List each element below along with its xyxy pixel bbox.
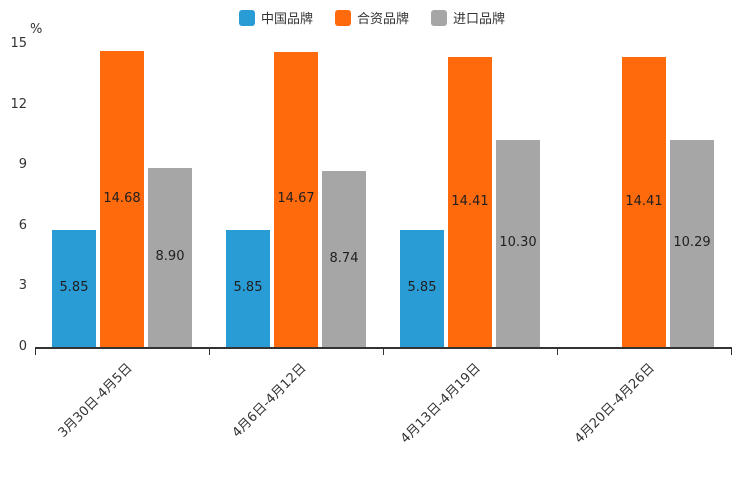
legend-item-series-1[interactable]: 合资品牌 <box>334 8 409 27</box>
legend-label: 中国品牌 <box>260 12 313 27</box>
y-axis-tick-label: 9 <box>18 157 27 172</box>
bar-value-label: 8.90 <box>155 249 185 264</box>
x-axis-tick <box>383 348 384 355</box>
bar-value-label: 14.41 <box>625 194 663 209</box>
bar-value-label: 5.85 <box>407 280 437 295</box>
legend-swatch <box>238 9 255 26</box>
x-axis-tick <box>557 348 558 355</box>
x-axis-tick <box>35 348 36 355</box>
bar-series-0-group-2 <box>400 230 444 348</box>
y-axis-tick-label: 3 <box>18 278 27 293</box>
bar-series-2-group-1 <box>322 171 366 348</box>
chart-legend: 中国品牌 合资品牌 进口品牌 <box>0 8 744 27</box>
bar-series-2-group-0 <box>148 168 192 348</box>
y-axis-tick-label: 15 <box>10 36 27 51</box>
y-axis-tick-label: 12 <box>10 97 27 112</box>
legend-swatch <box>334 9 351 26</box>
bar-series-1-group-2 <box>448 57 492 348</box>
bar-series-2-group-2 <box>496 140 540 348</box>
x-axis-category-label: 4月13日-4月19日 <box>397 360 484 447</box>
bar-value-label: 5.85 <box>59 280 89 295</box>
x-axis-category-label: 4月6日-4月12日 <box>229 360 310 441</box>
legend-label: 合资品牌 <box>356 12 409 27</box>
legend-label: 进口品牌 <box>453 12 506 27</box>
bar-value-label: 14.41 <box>451 194 489 209</box>
bar-series-1-group-1 <box>274 52 318 348</box>
y-axis-tick-label: 0 <box>18 339 27 354</box>
bar-value-label: 8.74 <box>329 251 359 266</box>
bar-value-label: 10.30 <box>499 235 537 250</box>
bar-series-0-group-0 <box>52 230 96 348</box>
bar-value-label: 10.29 <box>673 235 711 250</box>
x-axis-category-label: 3月30日-4月5日 <box>55 360 136 441</box>
legend-swatch <box>431 9 447 26</box>
plot-area: 5.85 14.68 8.90 5.85 14.67 8.74 5.85 14.41 10.30… <box>35 45 731 348</box>
legend-item-series-2[interactable]: 进口品牌 <box>431 8 505 27</box>
bar-value-label: 14.68 <box>103 191 141 206</box>
bar-series-1-group-3 <box>622 57 666 348</box>
legend-item-series-0[interactable]: 中国品牌 <box>238 8 313 27</box>
bar-value-label: 5.85 <box>233 280 263 295</box>
bar-series-1-group-0 <box>100 51 144 348</box>
bar-value-label: 14.67 <box>277 191 315 206</box>
y-axis-tick-label: 6 <box>18 218 27 233</box>
x-axis-tick <box>209 348 210 355</box>
x-axis-category-label: 4月20日-4月26日 <box>571 360 658 447</box>
bar-series-0-group-1 <box>226 230 270 348</box>
bar-series-2-group-3 <box>670 140 714 348</box>
y-axis-unit-label: % <box>30 22 43 37</box>
x-axis-tick <box>731 348 732 355</box>
